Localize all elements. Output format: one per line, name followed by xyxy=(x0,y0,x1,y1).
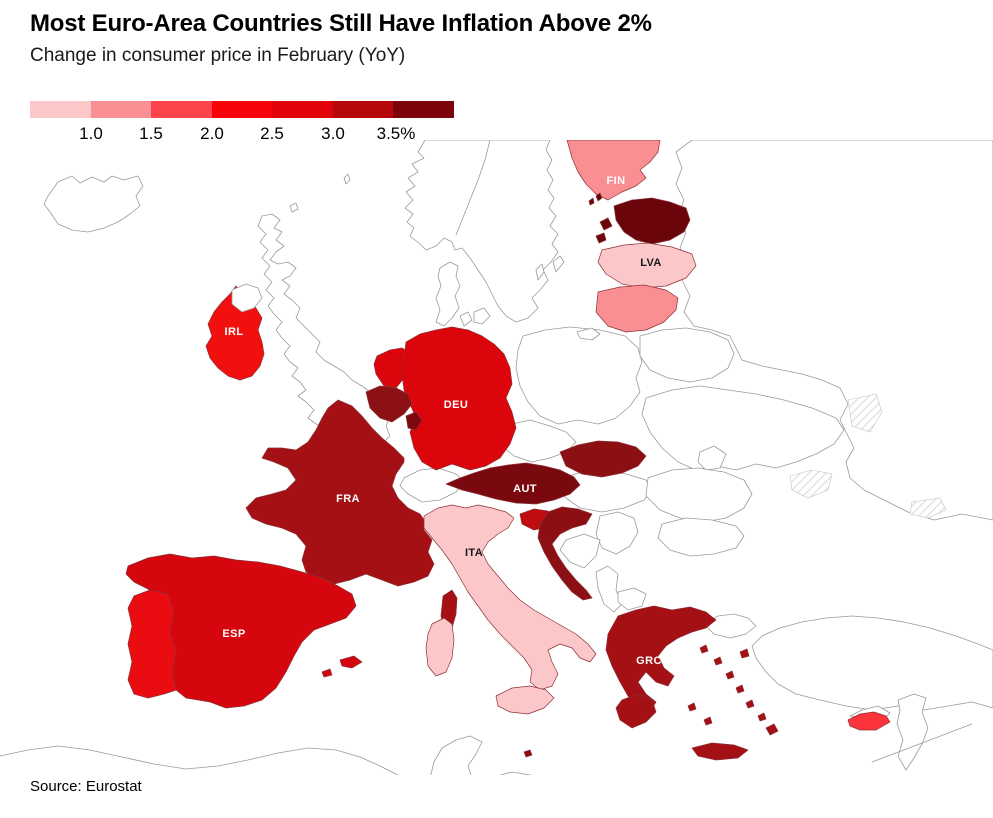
country-serbia xyxy=(595,511,639,555)
country-austria xyxy=(445,462,581,505)
hatched-region-a xyxy=(847,393,883,433)
country-label-grc: GRC xyxy=(636,655,662,667)
country-denmark xyxy=(435,261,461,327)
legend-swatch-2 xyxy=(90,101,152,118)
legend-swatch-4 xyxy=(211,101,273,118)
europe-choropleth-map: FIN LVA IRL DEU FRA AUT ITA ESP GRC xyxy=(0,139,993,783)
country-belgium xyxy=(365,385,413,423)
country-label-esp: ESP xyxy=(222,628,245,640)
legend-tick-labels: 1.0 1.5 2.0 2.5 3.0 3.5% xyxy=(30,118,454,143)
country-bosnia xyxy=(559,533,601,569)
island-zealand xyxy=(473,307,491,325)
legend-tick: 1.5 xyxy=(139,124,163,143)
country-croatia xyxy=(537,506,593,601)
island-shetland xyxy=(343,173,351,185)
legend-swatch-6 xyxy=(332,101,394,118)
country-portugal xyxy=(127,589,177,699)
country-norway-sweden xyxy=(404,139,559,323)
country-ukraine xyxy=(641,385,845,471)
hatched-region-b xyxy=(909,497,947,519)
legend-swatch-1 xyxy=(30,101,91,118)
page-title: Most Euro-Area Countries Still Have Infl… xyxy=(30,10,652,37)
island-funen xyxy=(459,311,473,327)
legend-swatch-7 xyxy=(393,101,455,118)
country-switzerland xyxy=(399,467,465,503)
coast-north-africa xyxy=(0,745,405,779)
country-lithuania xyxy=(595,284,679,333)
country-czechia xyxy=(495,419,577,463)
region-peloponnese xyxy=(615,693,657,729)
island-rhodes xyxy=(765,723,779,736)
country-iceland xyxy=(43,175,144,233)
hatched-region-crimea xyxy=(789,469,833,499)
aland-islands xyxy=(588,192,603,206)
legend-swatch-3 xyxy=(151,101,212,118)
country-greece xyxy=(605,605,717,713)
country-label-deu: DEU xyxy=(444,399,468,411)
map-svg: FIN LVA IRL DEU FRA AUT ITA ESP GRC xyxy=(0,139,993,783)
country-slovakia xyxy=(559,440,647,478)
country-turkey-thrace xyxy=(703,613,757,639)
region-tunisia xyxy=(429,735,483,779)
country-label-lva: LVA xyxy=(640,257,662,269)
country-moldova xyxy=(697,445,727,471)
country-bulgaria xyxy=(657,517,745,557)
country-poland xyxy=(515,326,643,425)
country-north-macedonia xyxy=(617,587,647,611)
country-germany xyxy=(401,326,517,471)
island-sicily xyxy=(495,685,555,715)
country-romania xyxy=(645,467,753,523)
country-turkey xyxy=(751,615,993,711)
estonian-islands xyxy=(595,217,613,244)
legend-color-bar xyxy=(30,101,455,118)
island-orkney xyxy=(289,202,299,213)
source-credit: Source: Eurostat xyxy=(30,778,142,795)
country-label-aut: AUT xyxy=(513,483,537,495)
border-line-levant xyxy=(871,723,973,763)
country-label-ita: ITA xyxy=(465,547,483,559)
region-northern-ireland xyxy=(231,283,263,313)
country-malta xyxy=(523,749,533,758)
country-label-irl: IRL xyxy=(225,326,244,338)
country-latvia xyxy=(597,242,697,289)
balearic-islands xyxy=(321,655,363,678)
page-subtitle: Change in consumer price in February (Yo… xyxy=(30,45,406,66)
legend-tick: 1.0 xyxy=(79,124,103,143)
greek-islands xyxy=(687,644,779,761)
legend-tick: 2.5 xyxy=(260,124,284,143)
country-estonia xyxy=(613,197,691,245)
island-gotland xyxy=(552,255,565,273)
color-legend: 1.0 1.5 2.0 2.5 3.0 3.5% xyxy=(30,101,455,147)
island-crete xyxy=(691,742,749,761)
country-cyprus xyxy=(847,711,891,731)
country-label-fin: FIN xyxy=(607,175,626,187)
legend-tick: 2.0 xyxy=(200,124,224,143)
coast-libya xyxy=(489,771,559,783)
country-italy xyxy=(423,504,597,691)
country-luxembourg xyxy=(405,411,423,431)
country-finland xyxy=(566,139,661,201)
legend-tick: 3.0 xyxy=(321,124,345,143)
country-belarus xyxy=(639,327,735,383)
legend-swatch-5 xyxy=(272,101,333,118)
country-label-fra: FRA xyxy=(336,493,360,505)
region-kaliningrad xyxy=(576,327,601,341)
country-montenegro-albania xyxy=(595,565,623,613)
island-oland xyxy=(535,263,545,281)
border-norway-sweden xyxy=(455,139,491,236)
region-levant-coast xyxy=(896,693,929,771)
legend-tick: 3.5% xyxy=(376,124,416,143)
island-sardinia xyxy=(425,617,455,677)
